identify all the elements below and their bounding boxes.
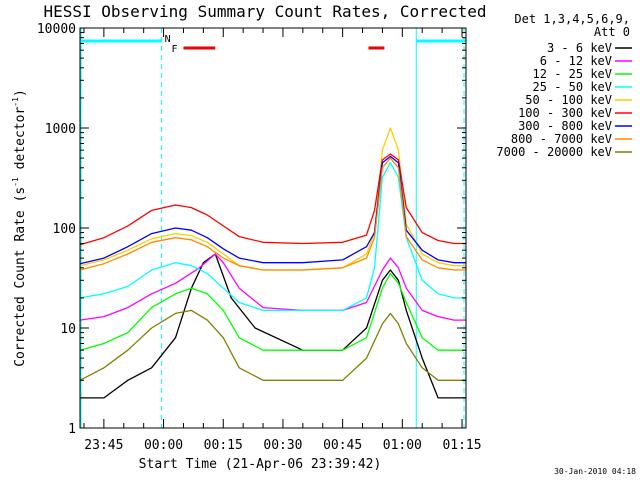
- x-tick-label: 01:00: [383, 438, 422, 453]
- legend-label: 50 - 100 keV: [525, 93, 612, 107]
- flare-flag-label: F: [171, 44, 177, 55]
- y-axis: 1 10 100 1000 10000: [37, 22, 466, 437]
- y-tick-label: 10: [60, 322, 76, 337]
- y-tick-label: 1000: [45, 122, 76, 137]
- series-line-7: [79, 157, 466, 271]
- x-tick-label: 00:30: [263, 438, 302, 453]
- legend-header-detectors: Det 1,3,4,5,6,9,: [514, 12, 630, 26]
- series-lines: [79, 127, 466, 399]
- x-tick-label: 00:15: [204, 438, 243, 453]
- legend-label: 25 - 50 keV: [533, 80, 612, 94]
- y-axis-label: Corrected Count Rate (s-1 detector-1): [11, 89, 28, 367]
- timestamp: 30-Jan-2010 04:18: [554, 467, 636, 476]
- x-tick-label: 01:15: [442, 438, 481, 453]
- series-line-8: [79, 309, 466, 381]
- x-axis: 23:45 00:00 00:15 00:30 00:45 01:00 01:15: [83, 28, 482, 453]
- legend-label: 800 - 7000 keV: [511, 132, 612, 146]
- series-line-6: [79, 155, 466, 265]
- legend-label: 100 - 300 keV: [518, 106, 612, 120]
- legend-header-attenuator: Att 0: [594, 25, 630, 39]
- legend-label: 300 - 800 keV: [518, 119, 612, 133]
- legend-label: 3 - 6 keV: [547, 41, 612, 55]
- series-line-3: [79, 162, 466, 312]
- legend-label: 6 - 12 keV: [540, 54, 612, 68]
- x-tick-label: 00:00: [144, 438, 183, 453]
- legend-label: 12 - 25 keV: [533, 67, 612, 81]
- x-tick-label: 00:45: [323, 438, 362, 453]
- x-tick-label: 23:45: [84, 438, 123, 453]
- y-tick-label: 100: [53, 222, 76, 237]
- legend-label: 7000 - 20000 keV: [496, 145, 612, 159]
- series-line-5: [79, 153, 466, 246]
- y-tick-label: 10000: [37, 22, 76, 37]
- x-axis-label: Start Time (21-Apr-06 23:39:42): [139, 457, 382, 472]
- series-line-2: [79, 272, 466, 351]
- y-tick-label: 1: [68, 422, 76, 437]
- chart-title: HESSI Observing Summary Count Rates, Cor…: [43, 2, 486, 21]
- night-flag-label: N: [165, 34, 171, 45]
